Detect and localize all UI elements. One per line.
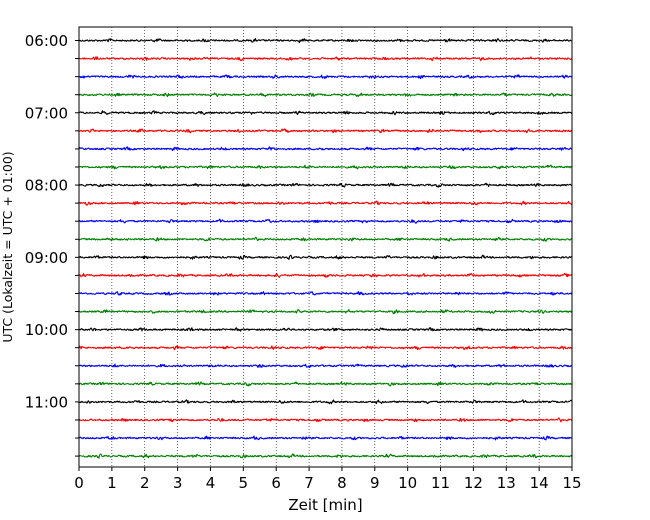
grid-lines — [111, 27, 540, 467]
x-tick-label: 11 — [431, 474, 450, 492]
y-tick-label: 11:00 — [25, 393, 68, 411]
x-tick-label: 9 — [370, 474, 380, 492]
x-tick-label: 4 — [206, 474, 216, 492]
x-tick-label: 8 — [337, 474, 347, 492]
x-tick-label: 13 — [497, 474, 516, 492]
trace-1130 — [78, 435, 573, 441]
seismic-traces — [78, 38, 573, 459]
x-tick-label: 10 — [398, 474, 417, 492]
plot-frame — [78, 26, 573, 468]
x-tick-label: 14 — [530, 474, 549, 492]
x-tick-label: 15 — [562, 474, 581, 492]
y-tick-label: 06:00 — [25, 32, 68, 50]
trace-0745 — [78, 164, 573, 170]
trace-0900 — [78, 254, 573, 260]
trace-0915 — [78, 272, 573, 278]
trace-1145 — [78, 453, 573, 459]
x-tick-label: 1 — [107, 474, 117, 492]
x-axis-label: Zeit [min] — [288, 496, 362, 514]
x-tick-label: 12 — [464, 474, 483, 492]
trace-1115 — [78, 417, 573, 423]
x-axis-ticks: 0 1 2 3 4 5 6 7 8 9 10 11 12 13 14 15 — [74, 467, 582, 492]
trace-0715 — [78, 128, 573, 134]
trace-0700 — [78, 110, 573, 116]
trace-0945 — [78, 309, 573, 315]
trace-0830 — [78, 218, 573, 224]
y-tick-label: 10:00 — [25, 321, 68, 339]
trace-0645 — [78, 92, 573, 98]
x-tick-label: 6 — [271, 474, 281, 492]
x-tick-label: 2 — [140, 474, 150, 492]
y-axis-ticks: 06:00 07:00 08:00 09:00 10:00 11:00 — [25, 32, 79, 457]
trace-1015 — [78, 345, 573, 351]
trace-0600 — [78, 38, 573, 44]
trace-0815 — [78, 200, 573, 206]
x-tick-label: 7 — [304, 474, 314, 492]
trace-1045 — [78, 381, 573, 387]
x-tick-label: 5 — [239, 474, 249, 492]
x-tick-label: 0 — [74, 474, 84, 492]
y-tick-label: 07:00 — [25, 104, 68, 122]
trace-1100 — [78, 399, 573, 405]
y-axis-label: UTC (Lokalzeit = UTC + 01:00) — [0, 151, 15, 342]
trace-0930 — [78, 291, 573, 296]
trace-0630 — [78, 74, 573, 80]
trace-0800 — [78, 182, 573, 188]
trace-0730 — [78, 146, 573, 152]
trace-1030 — [78, 363, 573, 369]
trace-0615 — [78, 56, 573, 62]
trace-1000 — [78, 327, 573, 332]
x-tick-label: 3 — [173, 474, 183, 492]
y-tick-label: 09:00 — [25, 249, 68, 267]
trace-0845 — [78, 236, 573, 242]
y-tick-label: 08:00 — [25, 177, 68, 195]
